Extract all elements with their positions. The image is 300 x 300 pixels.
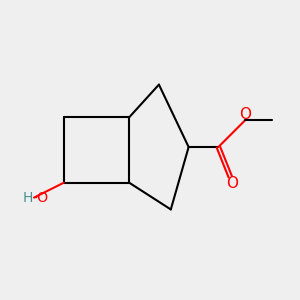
Text: O: O (239, 107, 251, 122)
Text: -O: -O (33, 190, 49, 205)
Text: O: O (226, 176, 238, 191)
Text: H: H (22, 190, 33, 205)
